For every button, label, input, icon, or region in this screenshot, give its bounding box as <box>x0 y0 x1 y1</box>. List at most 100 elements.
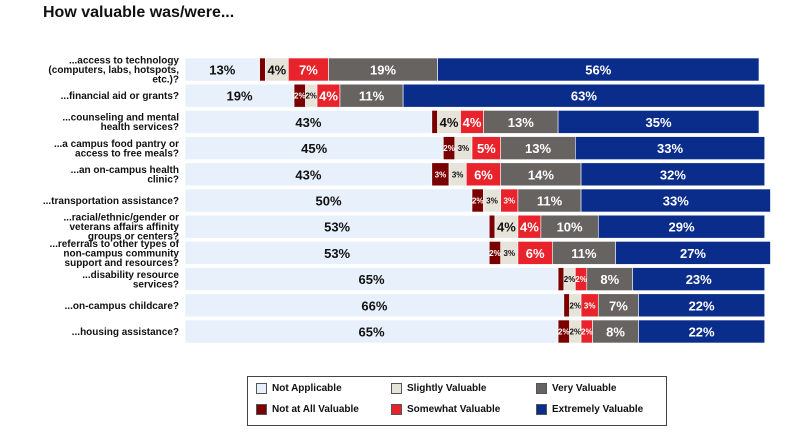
data-label: 8% <box>606 325 625 340</box>
legend-swatch <box>391 383 402 394</box>
data-label: 2% <box>581 328 593 337</box>
data-label: 50% <box>315 194 341 209</box>
data-label: 2% <box>294 92 306 101</box>
data-label: 7% <box>299 63 318 78</box>
category-label: ...counseling and mental health services? <box>62 113 179 133</box>
data-label: 19% <box>370 63 396 78</box>
data-label: 66% <box>361 298 387 313</box>
data-label: 4% <box>440 115 459 130</box>
data-label: 22% <box>689 298 715 313</box>
category-label: ...financial aid or grants? <box>61 91 179 102</box>
data-label: 8% <box>600 272 619 287</box>
data-label: 7% <box>609 298 628 313</box>
category-label: ...disability resource services? <box>82 270 179 291</box>
category-label: ...an on-campus health clinic? <box>71 165 179 186</box>
data-label: 35% <box>646 115 672 130</box>
legend-swatch <box>391 404 402 415</box>
category-label: ...transportation assistance? <box>43 196 179 207</box>
legend-item: Extremely Valuable <box>536 404 643 415</box>
data-label: 33% <box>657 141 683 156</box>
data-label: 65% <box>359 325 385 340</box>
bar-segment <box>557 110 760 134</box>
data-label: 4% <box>497 220 516 235</box>
data-label: 6% <box>526 246 545 261</box>
legend-item: Somewhat Valuable <box>391 404 500 415</box>
data-label: 2% <box>443 144 455 153</box>
chart-title: How valuable was/were... <box>43 4 235 21</box>
bar-segment <box>615 241 771 265</box>
data-label: 2% <box>570 328 582 337</box>
data-label: 27% <box>680 246 706 261</box>
data-label: 3% <box>584 301 596 310</box>
category-label: ...housing assistance? <box>72 327 179 338</box>
data-label: 29% <box>668 220 694 235</box>
data-label: 65% <box>359 272 385 287</box>
data-label: 3% <box>504 249 516 258</box>
data-label: 2% <box>564 275 576 284</box>
legend-label: Extremely Valuable <box>552 404 644 415</box>
bar-segment <box>638 319 766 344</box>
data-label: 2% <box>472 197 484 206</box>
legend-swatch <box>536 383 547 394</box>
data-label: 53% <box>324 220 350 235</box>
bar-segment <box>580 162 766 187</box>
data-label: 2% <box>558 328 570 337</box>
data-label: 56% <box>585 63 611 78</box>
legend-swatch <box>256 383 267 394</box>
data-label: 13% <box>508 115 534 130</box>
data-label: 3% <box>486 197 498 206</box>
bar-segment <box>402 83 766 108</box>
bar-segment <box>431 110 438 134</box>
category-label: ...access to technology (computers, labs,… <box>48 56 179 86</box>
data-label: 43% <box>295 167 321 182</box>
bar-segment <box>575 136 766 160</box>
chart-legend: Not Applicable Slightly Valuable Very Valu… <box>247 376 667 426</box>
category-label: ...a campus food pantry or access to free… <box>54 139 179 160</box>
chart-plot: ...access to technology (computers, labs,… <box>43 56 771 344</box>
data-label: 2% <box>305 92 317 101</box>
legend-swatch <box>256 404 267 415</box>
data-label: 11% <box>571 246 597 261</box>
data-label: 13% <box>525 141 551 156</box>
legend-item: Slightly Valuable <box>391 383 486 394</box>
bar-segment <box>259 57 266 82</box>
data-label: 32% <box>660 167 686 182</box>
data-label: 14% <box>528 167 554 182</box>
data-label: 45% <box>301 141 327 156</box>
data-label: 4% <box>520 220 539 235</box>
data-label: 22% <box>689 325 715 340</box>
bar-segment <box>597 214 766 239</box>
data-label: 4% <box>267 63 286 78</box>
bar-segment <box>488 214 496 239</box>
data-label: 10% <box>557 220 583 235</box>
data-label: 3% <box>504 197 516 206</box>
legend-item: Not at All Valuable <box>256 404 359 415</box>
data-label: 2% <box>575 275 587 284</box>
data-label: 11% <box>359 89 385 104</box>
data-label: 63% <box>571 89 597 104</box>
legend-item: Very Valuable <box>536 383 617 394</box>
data-label: 3% <box>458 144 470 153</box>
legend-item: Not Applicable <box>256 383 342 394</box>
data-label: 33% <box>663 194 689 209</box>
data-label: 19% <box>227 89 253 104</box>
data-label: 2% <box>489 249 501 258</box>
bar-segment <box>437 57 760 82</box>
data-label: 13% <box>209 63 235 78</box>
data-label: 23% <box>686 272 712 287</box>
data-label: 3% <box>435 170 447 179</box>
bar-segment <box>632 267 766 291</box>
data-label: 53% <box>324 246 350 261</box>
data-label: 3% <box>452 170 464 179</box>
data-label: 4% <box>463 115 482 130</box>
data-label: 6% <box>474 167 493 182</box>
legend-label: Not Applicable <box>272 383 342 394</box>
legend-swatch <box>536 404 547 415</box>
data-label: 4% <box>319 89 338 104</box>
legend-label: Somewhat Valuable <box>407 404 501 415</box>
legend-label: Very Valuable <box>552 383 617 394</box>
data-label: 43% <box>295 115 321 130</box>
category-label: ...racial/ethnic/gender or veterans affai… <box>63 213 179 243</box>
data-label: 5% <box>477 141 496 156</box>
legend-label: Slightly Valuable <box>407 383 487 394</box>
